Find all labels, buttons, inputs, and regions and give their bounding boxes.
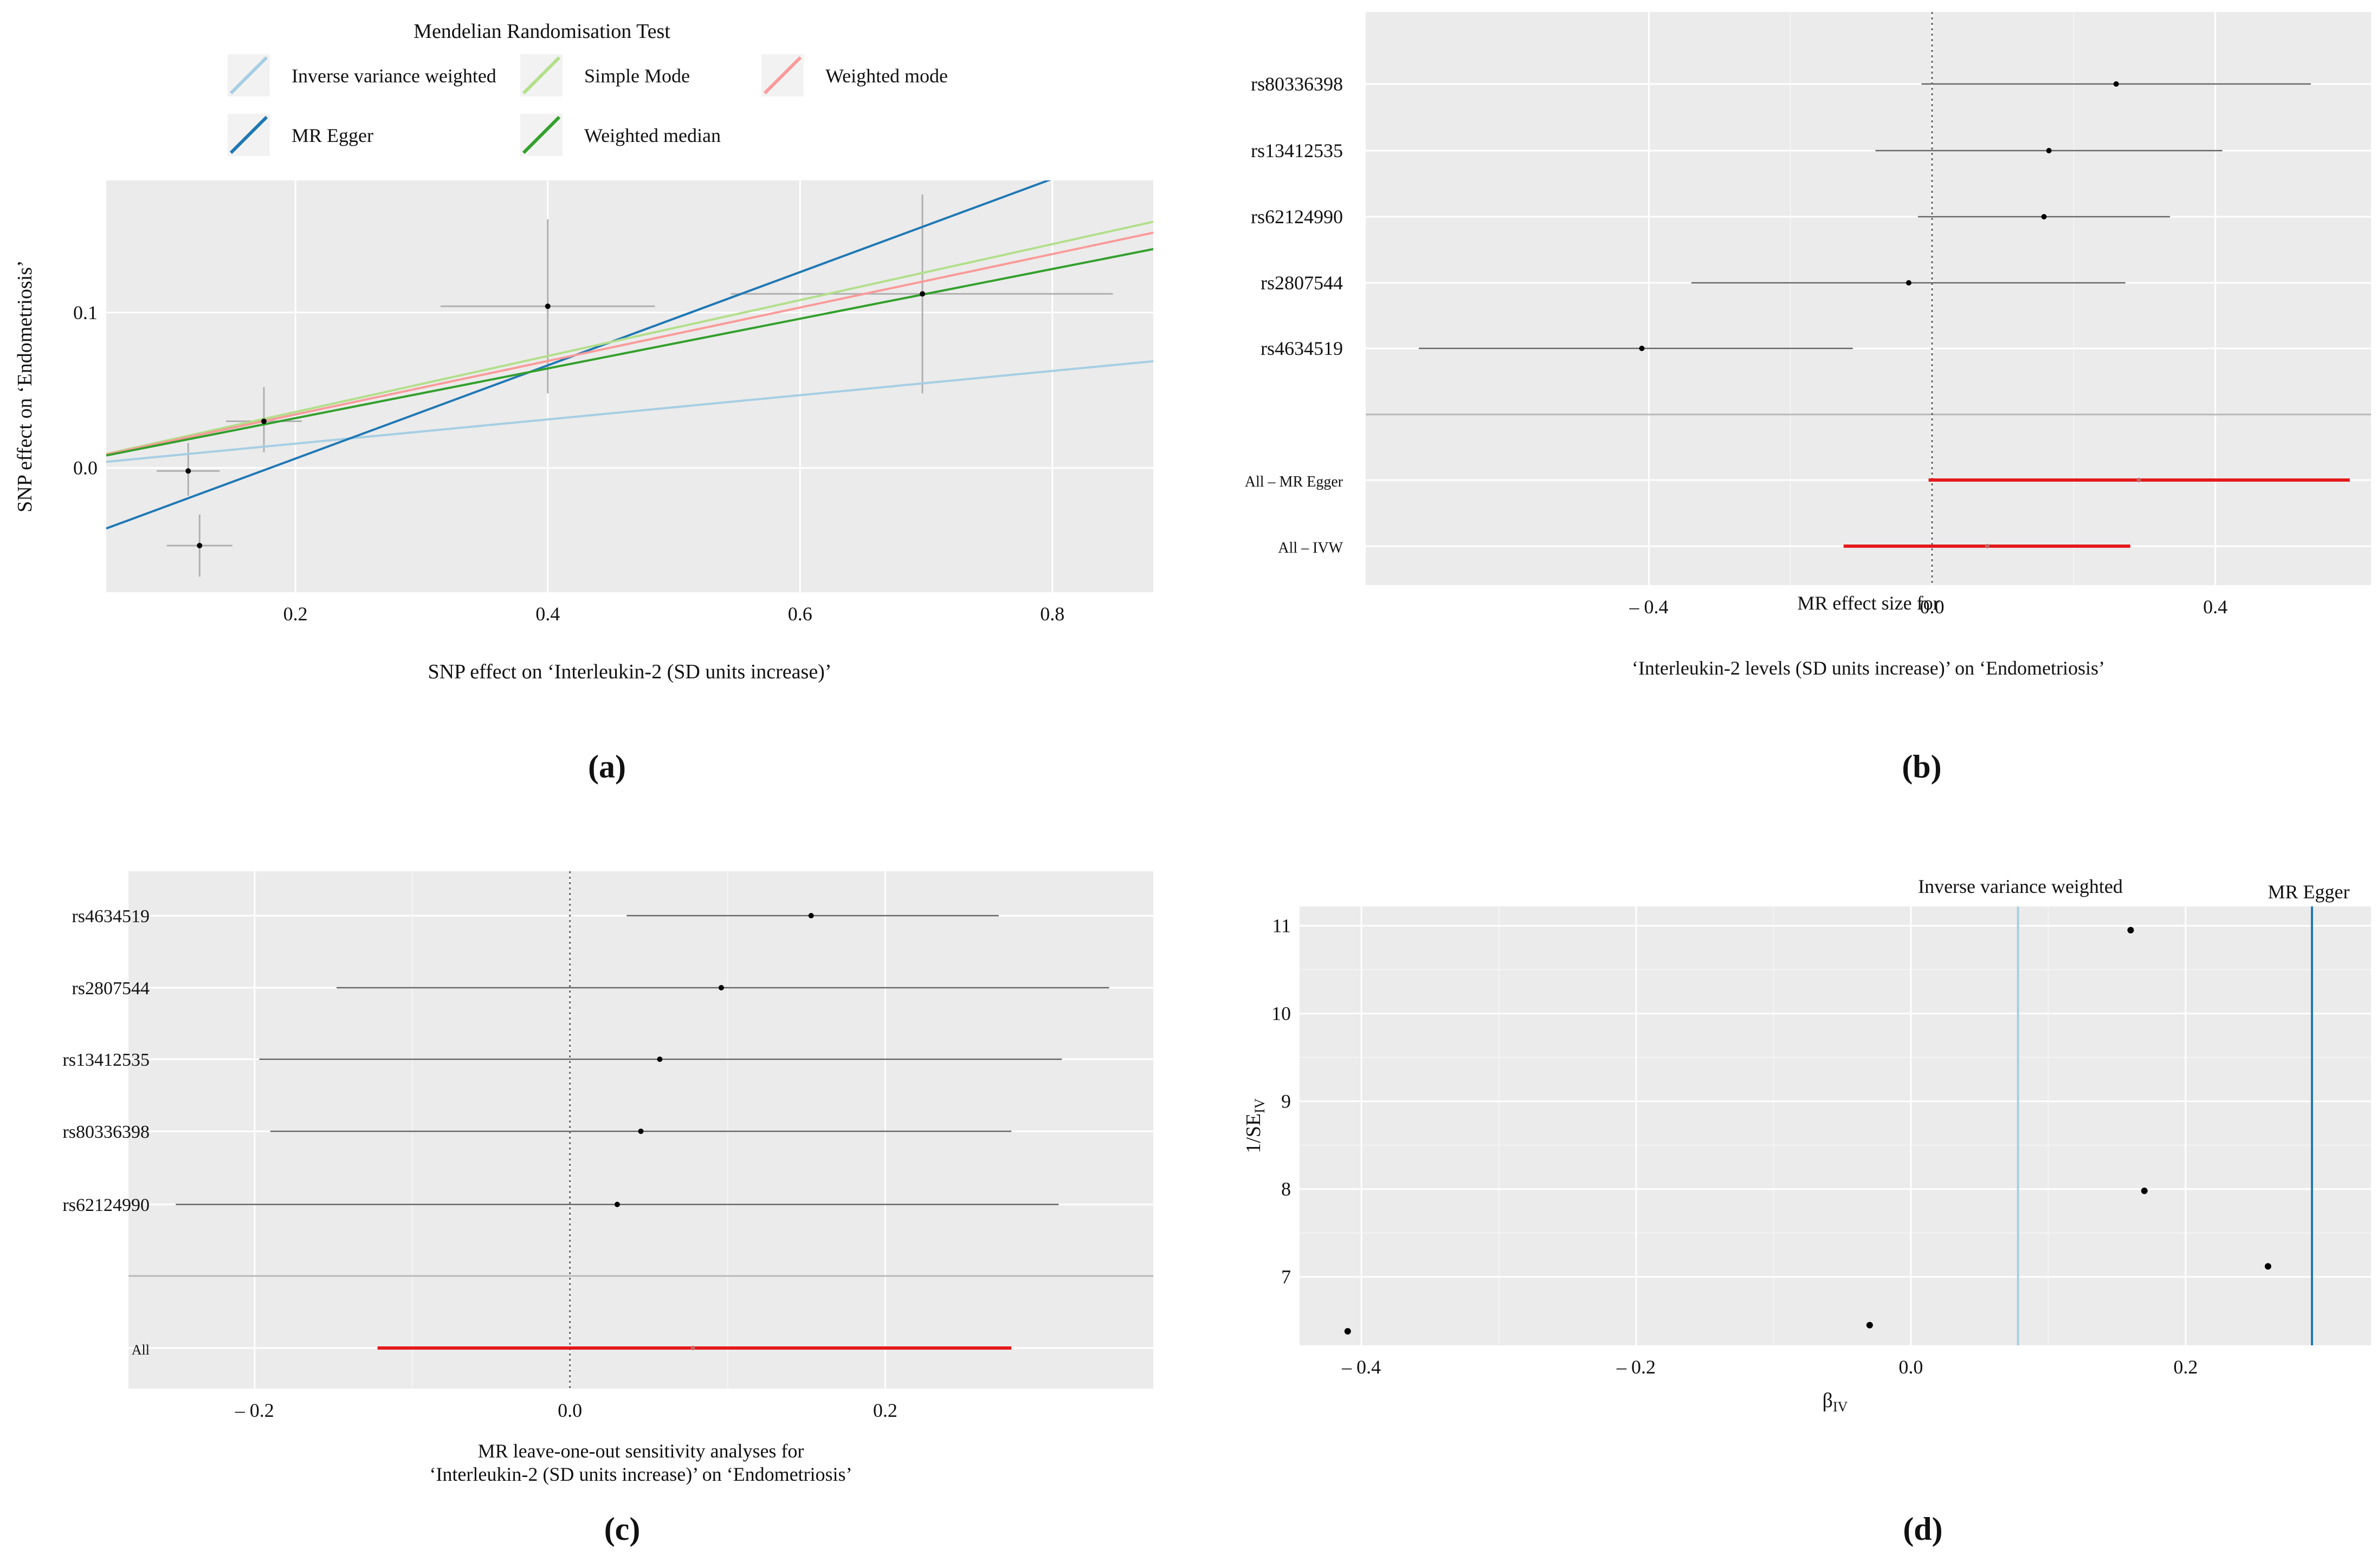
y-tick-label: 0.0 <box>73 457 98 479</box>
ivw-line-label: Inverse variance weighted <box>1918 876 2123 897</box>
panel-label-b: (b) <box>1902 749 1941 785</box>
legend-swatch-weighted_mode <box>763 56 802 95</box>
y-axis-title: SNP effect on ‘Endometriosis’ <box>14 260 36 512</box>
y-tick-label: 9 <box>1281 1091 1291 1112</box>
snp-point <box>261 418 267 424</box>
x-axis-title-line2: ‘Interleukin-2 (SD units increase)’ on ‘… <box>429 1463 852 1485</box>
legend-swatch-weighted_median <box>522 115 561 154</box>
legend: Mendelian Randomisation Test Inverse vari… <box>228 20 948 156</box>
snp-estimate <box>2041 214 2047 219</box>
y-tick-label: 0.1 <box>73 302 98 323</box>
x-tick-label: 0.2 <box>2173 1356 2198 1378</box>
x-axis-title-line2: ‘Interleukin-2 levels (SD units increase… <box>1632 657 2105 679</box>
plot-background <box>1300 906 2371 1345</box>
snp-point <box>197 542 203 548</box>
simple_mode-line <box>106 221 1153 455</box>
x-axis-title: βIV <box>1823 1389 1848 1415</box>
x-tick-label: 0.0 <box>1898 1356 1923 1378</box>
row-label: All <box>132 1342 150 1358</box>
row-label: rs2807544 <box>72 979 150 999</box>
summary-estimate <box>690 1346 695 1350</box>
panel-label-a: (a) <box>588 749 626 785</box>
x-tick-label: – 0.4 <box>1629 596 1669 618</box>
x-tick-label: 0.6 <box>788 603 812 625</box>
row-label: rs62124990 <box>1251 206 1343 228</box>
row-label: All – MR Egger <box>1245 474 1343 490</box>
row-label: rs80336398 <box>62 1122 150 1142</box>
snp-estimate <box>718 985 724 990</box>
snp-point <box>185 468 191 474</box>
row-label: rs4634519 <box>72 906 150 926</box>
snp-estimate <box>638 1129 644 1134</box>
summary-estimate <box>2136 478 2141 482</box>
y-tick-label: 7 <box>1281 1266 1291 1288</box>
panel-c: – 0.2 0.0 0.2 rs4634519 rs2807544 rs13412535 r… <box>62 871 1153 1547</box>
legend-swatch-ivw <box>229 56 268 95</box>
legend-label-weighted_mode: Weighted mode <box>825 65 948 87</box>
legend-swatch-mr_egger <box>229 115 268 154</box>
x-tick-label: 0.2 <box>873 1399 897 1421</box>
snp-point <box>920 291 926 297</box>
row-label: rs4634519 <box>1261 338 1343 359</box>
x-tick-label: – 0.2 <box>235 1399 274 1421</box>
legend-label-ivw: Inverse variance weighted <box>292 65 496 87</box>
legend-swatch-simple_mode <box>522 56 561 95</box>
x-tick-label: 0.0 <box>1920 596 1945 618</box>
snp-point <box>2264 1263 2271 1270</box>
panel-label-d: (d) <box>1903 1511 1942 1547</box>
snp-estimate <box>1906 280 1911 286</box>
mr-egger-line-label: MR Egger <box>2268 881 2350 903</box>
x-axis-title-line1: MR leave-one-out sensitivity analyses fo… <box>478 1440 804 1462</box>
snp-point <box>2127 926 2134 934</box>
y-axis-title: 1/SEIV <box>1242 1098 1268 1154</box>
x-axis-title-line1: MR effect size for <box>1797 592 1939 614</box>
weighted_mode-line <box>106 231 1153 456</box>
snp-estimate <box>614 1202 620 1207</box>
x-tick-label: 0.4 <box>2203 596 2227 618</box>
y-tick-label: 11 <box>1272 915 1291 937</box>
x-tick-label: 0.8 <box>1040 603 1064 625</box>
row-label: rs62124990 <box>62 1195 150 1215</box>
snp-estimate <box>808 913 814 918</box>
legend-label-mr_egger: MR Egger <box>292 125 373 146</box>
row-label: rs13412535 <box>62 1050 150 1070</box>
ivw-line <box>106 360 1153 463</box>
row-label: rs80336398 <box>1251 73 1343 95</box>
snp-estimate <box>2046 148 2052 153</box>
panel-b: – 0.4 0.0 0.4 rs80336398 rs13412535 rs6212499… <box>1245 12 2371 785</box>
panel-label-c: (c) <box>604 1511 641 1547</box>
snp-point <box>2141 1187 2148 1194</box>
snp-estimate <box>1639 346 1645 351</box>
panel-d: – 0.4 – 0.2 0.0 0.2 7 8 9 10 11 Inverse variance … <box>1242 876 2371 1547</box>
snp-estimate <box>2113 81 2119 87</box>
legend-title: Mendelian Randomisation Test <box>414 20 670 43</box>
y-tick-label: 10 <box>1271 1003 1291 1025</box>
plot-background <box>106 180 1153 592</box>
summary-estimate <box>1985 544 1990 548</box>
x-tick-label: 0.0 <box>558 1399 582 1421</box>
x-tick-label: – 0.4 <box>1341 1356 1381 1378</box>
snp-point <box>1344 1328 1351 1335</box>
x-tick-label: 0.2 <box>283 603 308 625</box>
row-label: All – IVW <box>1278 540 1343 556</box>
mr_egger-line <box>106 180 1051 530</box>
snp-point <box>1866 1321 1873 1329</box>
weighted_median-line <box>106 248 1153 457</box>
legend-label-simple_mode: Simple Mode <box>584 65 690 87</box>
plot-background <box>1366 12 2371 585</box>
snp-point <box>545 303 551 309</box>
row-label: rs2807544 <box>1261 272 1343 294</box>
panel-a: 0.2 0.4 0.6 0.8 0.0 0.1 SNP effect on ‘Interle… <box>14 20 1153 785</box>
x-tick-label: – 0.2 <box>1616 1356 1656 1378</box>
x-axis-title: SNP effect on ‘Interleukin-2 (SD units i… <box>428 660 831 683</box>
x-tick-label: 0.4 <box>535 603 560 625</box>
row-label: rs13412535 <box>1251 140 1343 161</box>
snp-estimate <box>657 1057 663 1062</box>
legend-label-weighted_median: Weighted median <box>584 125 721 146</box>
y-tick-label: 8 <box>1281 1178 1291 1200</box>
